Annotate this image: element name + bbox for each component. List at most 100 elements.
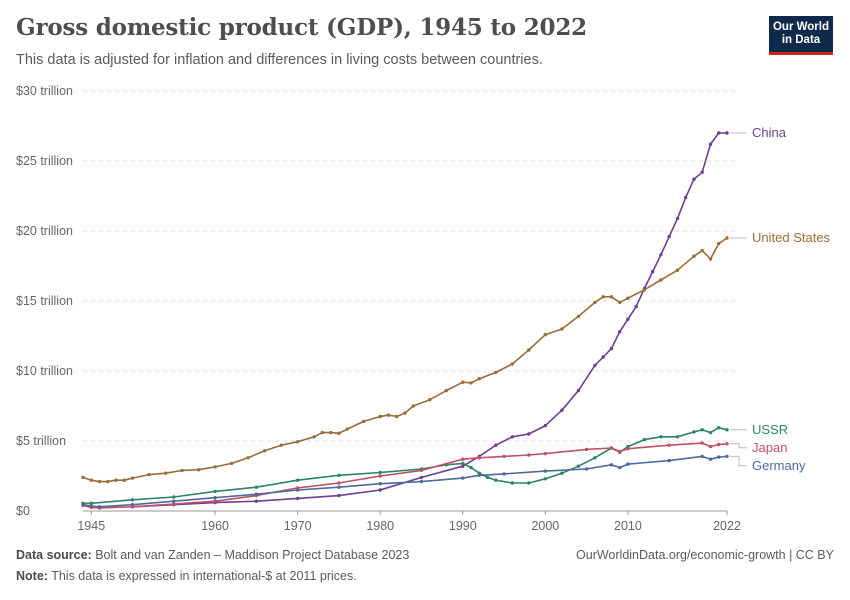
data-point[interactable] bbox=[494, 443, 498, 447]
data-point[interactable] bbox=[386, 413, 391, 417]
data-point[interactable] bbox=[700, 441, 704, 445]
line-chart[interactable]: $0 $5 trillion $10 trillion $15 trillion $20… bbox=[0, 0, 850, 540]
data-point[interactable] bbox=[395, 414, 399, 419]
data-point[interactable] bbox=[213, 489, 217, 494]
data-point[interactable] bbox=[172, 495, 176, 499]
data-point[interactable] bbox=[593, 300, 597, 305]
data-point[interactable] bbox=[106, 479, 110, 484]
data-point[interactable] bbox=[626, 447, 630, 451]
data-point[interactable] bbox=[378, 488, 382, 492]
data-point[interactable] bbox=[469, 381, 473, 385]
data-point[interactable] bbox=[667, 458, 671, 463]
data-point[interactable] bbox=[527, 432, 531, 436]
data-point[interactable] bbox=[642, 437, 647, 442]
data-point[interactable] bbox=[717, 241, 721, 246]
data-point[interactable] bbox=[469, 465, 473, 470]
data-point[interactable] bbox=[642, 288, 647, 292]
data-point[interactable] bbox=[254, 492, 259, 496]
data-point[interactable] bbox=[130, 503, 135, 507]
data-point[interactable] bbox=[461, 461, 465, 466]
data-point[interactable] bbox=[254, 499, 259, 503]
data-point[interactable] bbox=[477, 456, 481, 460]
data-point[interactable] bbox=[651, 269, 655, 274]
data-point[interactable] bbox=[618, 300, 622, 305]
series-germany[interactable] bbox=[81, 454, 729, 509]
data-point[interactable] bbox=[81, 475, 85, 480]
data-point[interactable] bbox=[675, 435, 680, 439]
series-lines[interactable] bbox=[81, 131, 729, 510]
data-point[interactable] bbox=[708, 257, 713, 261]
data-point[interactable] bbox=[510, 435, 514, 439]
data-point[interactable] bbox=[700, 428, 704, 432]
data-point[interactable] bbox=[337, 473, 341, 477]
series-japan[interactable] bbox=[81, 441, 729, 510]
data-point[interactable] bbox=[700, 248, 704, 253]
data-point[interactable] bbox=[560, 408, 564, 412]
data-point[interactable] bbox=[89, 478, 94, 482]
data-point[interactable] bbox=[296, 488, 300, 492]
data-point[interactable] bbox=[329, 430, 333, 435]
series-label[interactable]: Germany bbox=[752, 458, 806, 473]
data-point[interactable] bbox=[576, 314, 581, 319]
data-point[interactable] bbox=[461, 464, 465, 468]
data-point[interactable] bbox=[667, 443, 671, 447]
data-point[interactable] bbox=[114, 478, 118, 482]
data-point[interactable] bbox=[527, 348, 531, 352]
data-point[interactable] bbox=[419, 479, 424, 484]
series-line[interactable] bbox=[82, 442, 728, 509]
data-point[interactable] bbox=[97, 479, 102, 484]
data-point[interactable] bbox=[543, 451, 548, 456]
data-point[interactable] bbox=[296, 440, 300, 444]
data-point[interactable] bbox=[246, 456, 250, 460]
data-point[interactable] bbox=[337, 431, 341, 435]
data-point[interactable] bbox=[196, 468, 201, 472]
data-point[interactable] bbox=[180, 468, 184, 473]
data-point[interactable] bbox=[684, 195, 688, 200]
data-point[interactable] bbox=[254, 485, 259, 489]
data-point[interactable] bbox=[262, 449, 267, 453]
data-point[interactable] bbox=[428, 398, 432, 402]
data-point[interactable] bbox=[510, 481, 514, 485]
data-point[interactable] bbox=[700, 170, 704, 174]
data-point[interactable] bbox=[502, 472, 506, 476]
data-point[interactable] bbox=[717, 455, 721, 459]
data-point[interactable] bbox=[725, 442, 729, 446]
data-point[interactable] bbox=[419, 475, 424, 480]
data-point[interactable] bbox=[717, 131, 721, 135]
data-point[interactable] bbox=[172, 499, 176, 503]
data-point[interactable] bbox=[229, 461, 234, 466]
data-point[interactable] bbox=[122, 478, 127, 482]
data-point[interactable] bbox=[172, 502, 176, 506]
data-point[interactable] bbox=[320, 430, 325, 435]
data-point[interactable] bbox=[609, 463, 614, 467]
series-line[interactable] bbox=[82, 455, 728, 508]
data-point[interactable] bbox=[584, 467, 589, 471]
data-point[interactable] bbox=[584, 447, 589, 452]
data-point[interactable] bbox=[708, 444, 713, 449]
series-ussr[interactable] bbox=[81, 426, 729, 505]
data-point[interactable] bbox=[692, 254, 696, 258]
data-point[interactable] bbox=[725, 236, 729, 240]
data-point[interactable] bbox=[609, 346, 614, 351]
data-point[interactable] bbox=[477, 473, 481, 477]
data-point[interactable] bbox=[700, 454, 704, 459]
data-point[interactable] bbox=[444, 388, 448, 393]
data-point[interactable] bbox=[675, 216, 680, 221]
data-point[interactable] bbox=[527, 481, 531, 485]
data-point[interactable] bbox=[576, 388, 581, 393]
data-point[interactable] bbox=[717, 426, 721, 430]
data-point[interactable] bbox=[337, 485, 341, 489]
data-point[interactable] bbox=[461, 380, 465, 384]
data-point[interactable] bbox=[708, 142, 713, 146]
data-point[interactable] bbox=[717, 442, 721, 447]
data-point[interactable] bbox=[378, 474, 382, 478]
series-line[interactable] bbox=[132, 132, 728, 508]
data-point[interactable] bbox=[337, 481, 341, 485]
data-point[interactable] bbox=[626, 462, 630, 466]
data-point[interactable] bbox=[163, 471, 168, 475]
series-label[interactable]: United States bbox=[752, 230, 831, 245]
data-point[interactable] bbox=[419, 468, 424, 473]
series-label[interactable]: USSR bbox=[752, 422, 788, 437]
data-point[interactable] bbox=[609, 295, 614, 299]
series-labels[interactable]: China United States USSR Japan Germany bbox=[730, 125, 831, 473]
